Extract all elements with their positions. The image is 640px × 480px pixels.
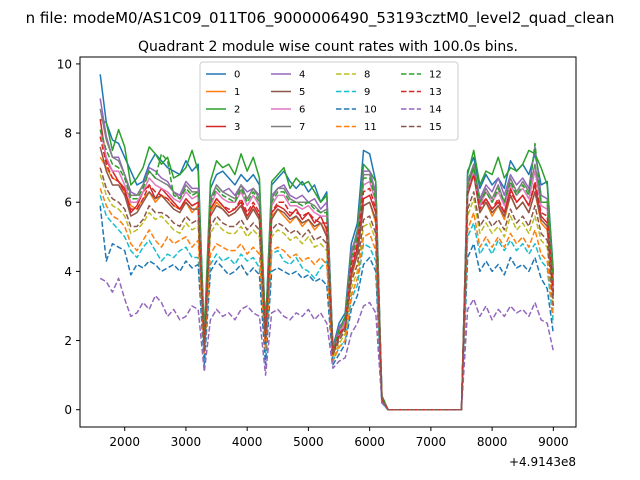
series-line-9 [99,195,555,411]
legend-label-10: 10 [364,105,377,116]
legend-label-2: 2 [234,105,240,116]
series-line-12 [99,129,555,411]
y-tick-label: 2 [64,334,72,348]
chart-title: Quadrant 2 module wise count rates with … [138,39,518,55]
x-tick-label: 6000 [354,435,385,449]
series-line-2 [99,118,555,411]
x-tick-label: 5000 [293,435,324,449]
y-tick-label: 8 [64,127,72,141]
series-line-0 [99,74,555,411]
x-tick-label: 8000 [477,435,508,449]
legend-label-0: 0 [234,70,240,81]
series-line-13 [99,136,555,411]
y-tick-label: 6 [64,196,72,210]
legend-label-1: 1 [234,87,240,98]
x-tick-label: 7000 [416,435,447,449]
series-line-10 [99,205,555,411]
legend-label-7: 7 [299,122,305,133]
legend-label-8: 8 [364,70,370,81]
legend-label-12: 12 [429,70,442,81]
legend-label-11: 11 [364,122,377,133]
y-tick-label: 10 [57,57,72,71]
legend-label-6: 6 [299,105,305,116]
series-layer [99,74,555,411]
x-tick-label: 3000 [171,435,202,449]
series-line-11 [99,188,555,411]
x-offset-label: +4.9143e8 [509,455,576,469]
legend-label-9: 9 [364,87,370,98]
x-tick-label: 2000 [109,435,140,449]
figure-suptitle: n file: modeM0/AS1C09_011T06_9000006490_… [26,9,615,28]
series-line-14 [99,277,555,411]
x-tick-label: 9000 [538,435,569,449]
legend-frame [199,61,459,141]
legend-label-4: 4 [299,70,305,81]
legend-label-5: 5 [299,87,305,98]
series-line-15 [99,167,555,411]
legend-label-14: 14 [429,105,442,116]
legend-label-15: 15 [429,122,442,133]
y-tick-label: 0 [64,403,72,417]
y-tick-label: 4 [64,265,72,279]
plot-frame [79,56,577,428]
legend-label-13: 13 [429,87,442,98]
x-tick-label: 4000 [232,435,263,449]
legend-label-3: 3 [234,122,240,133]
